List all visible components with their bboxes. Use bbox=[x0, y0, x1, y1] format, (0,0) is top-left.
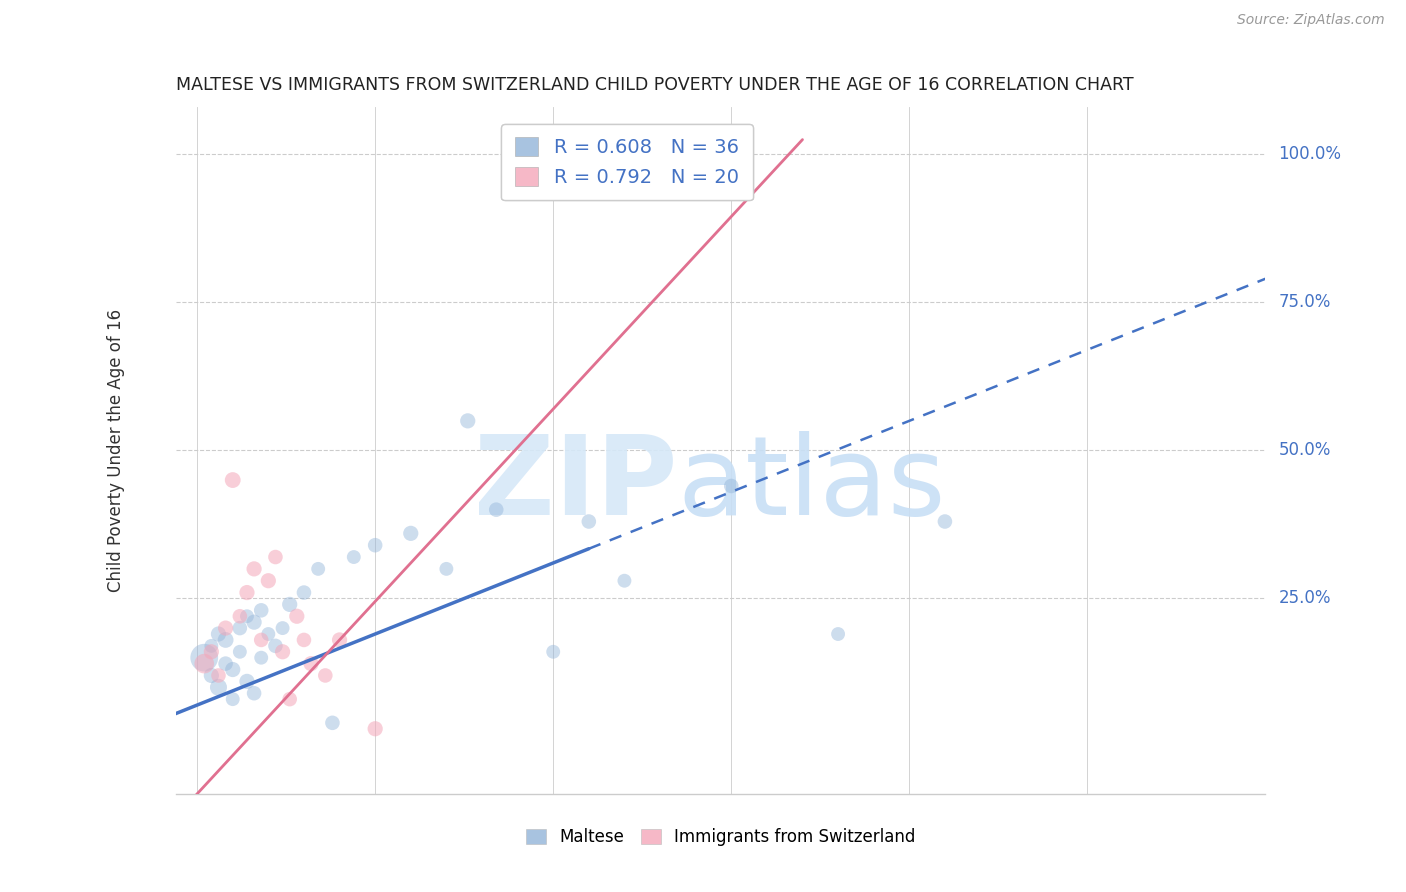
Point bbox=[485, 502, 508, 516]
Text: Source: ZipAtlas.com: Source: ZipAtlas.com bbox=[1237, 13, 1385, 28]
Point bbox=[193, 650, 215, 665]
Text: MALTESE VS IMMIGRANTS FROM SWITZERLAND CHILD POVERTY UNDER THE AGE OF 16 CORRELA: MALTESE VS IMMIGRANTS FROM SWITZERLAND C… bbox=[176, 77, 1133, 95]
Point bbox=[685, 147, 707, 161]
Point bbox=[207, 681, 229, 695]
Point bbox=[364, 722, 387, 736]
Point bbox=[222, 692, 245, 706]
Point bbox=[200, 639, 222, 653]
Point bbox=[214, 657, 236, 671]
Point bbox=[222, 663, 245, 677]
Point bbox=[434, 562, 457, 576]
Point bbox=[613, 574, 636, 588]
Point bbox=[299, 657, 322, 671]
Point bbox=[236, 674, 259, 689]
Point bbox=[278, 692, 301, 706]
Point bbox=[200, 645, 222, 659]
Point bbox=[243, 615, 266, 630]
Point bbox=[321, 715, 343, 730]
Point bbox=[229, 645, 252, 659]
Legend: R = 0.608   N = 36, R = 0.792   N = 20: R = 0.608 N = 36, R = 0.792 N = 20 bbox=[502, 124, 752, 201]
Point bbox=[229, 621, 252, 635]
Point bbox=[207, 627, 229, 641]
Point bbox=[364, 538, 387, 552]
Point bbox=[264, 549, 287, 564]
Point bbox=[214, 632, 236, 647]
Point bbox=[214, 621, 236, 635]
Point bbox=[285, 609, 308, 624]
Point bbox=[278, 598, 301, 612]
Text: atlas: atlas bbox=[678, 432, 945, 538]
Point bbox=[243, 562, 266, 576]
Point bbox=[250, 632, 273, 647]
Point bbox=[457, 414, 479, 428]
Text: ZIP: ZIP bbox=[474, 432, 678, 538]
Point bbox=[229, 609, 252, 624]
Point bbox=[292, 585, 315, 599]
Point bbox=[271, 621, 294, 635]
Point bbox=[827, 627, 849, 641]
Point bbox=[292, 632, 315, 647]
Point bbox=[934, 515, 956, 529]
Text: 25.0%: 25.0% bbox=[1278, 590, 1331, 607]
Point bbox=[257, 574, 280, 588]
Point bbox=[193, 657, 215, 671]
Point bbox=[236, 585, 259, 599]
Point bbox=[343, 549, 366, 564]
Point bbox=[399, 526, 422, 541]
Point bbox=[329, 632, 352, 647]
Point bbox=[236, 609, 259, 624]
Point bbox=[541, 645, 564, 659]
Point bbox=[243, 686, 266, 700]
Point bbox=[250, 603, 273, 617]
Point bbox=[271, 645, 294, 659]
Point bbox=[207, 668, 229, 682]
Point bbox=[200, 668, 222, 682]
Point bbox=[314, 668, 336, 682]
Text: 50.0%: 50.0% bbox=[1278, 442, 1331, 459]
Point bbox=[720, 479, 742, 493]
Text: 100.0%: 100.0% bbox=[1278, 145, 1341, 163]
Point bbox=[222, 473, 245, 487]
Point bbox=[264, 639, 287, 653]
Point bbox=[250, 650, 273, 665]
Text: Child Poverty Under the Age of 16: Child Poverty Under the Age of 16 bbox=[107, 309, 125, 592]
Text: 75.0%: 75.0% bbox=[1278, 293, 1331, 311]
Point bbox=[307, 562, 329, 576]
Point bbox=[578, 515, 600, 529]
Point bbox=[257, 627, 280, 641]
